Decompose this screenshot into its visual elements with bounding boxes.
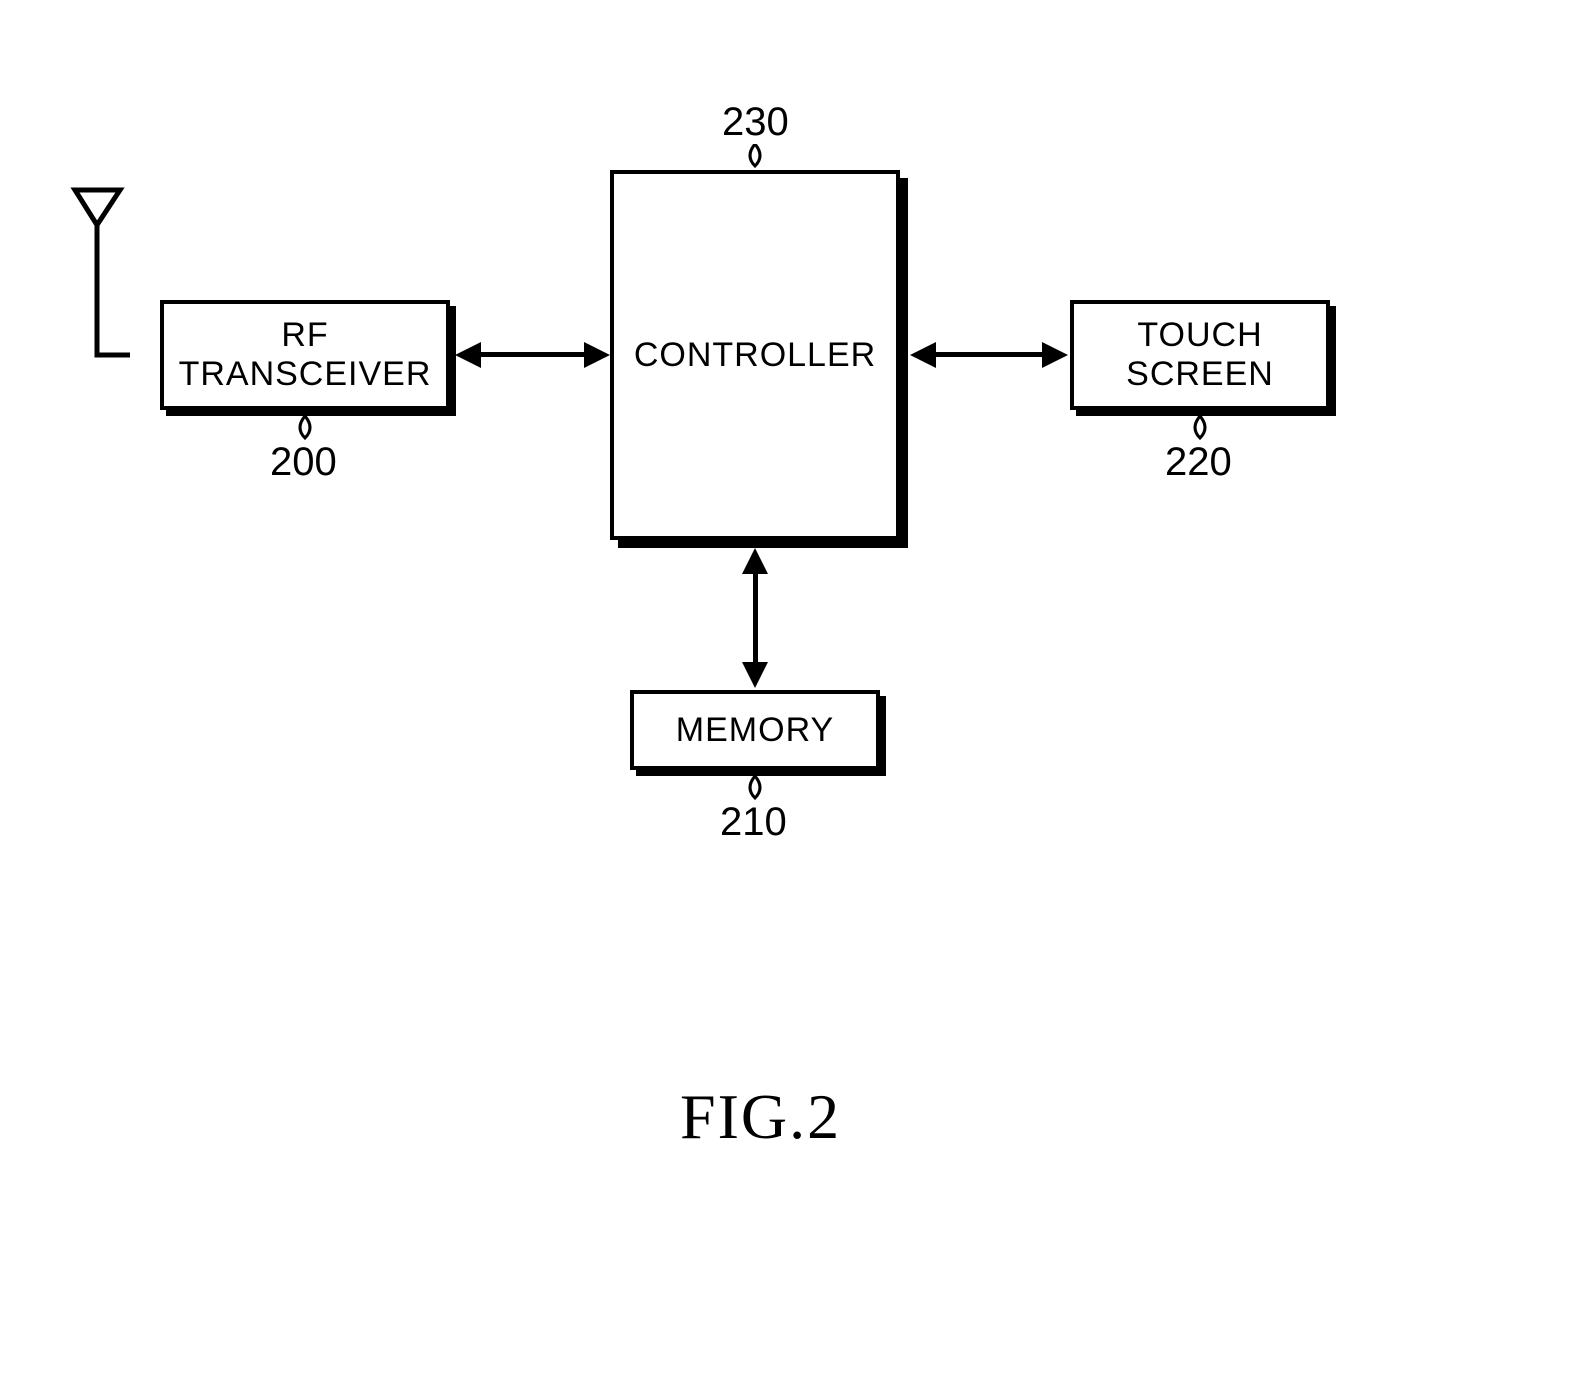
rf-transceiver-ref: 200 [270, 440, 337, 485]
controller-ref: 230 [722, 100, 789, 145]
controller-ref-tick [740, 144, 770, 174]
controller-block: CONTROLLER [610, 170, 900, 540]
controller-label: CONTROLLER [634, 336, 876, 375]
memory-label: MEMORY [676, 711, 834, 750]
memory-block: MEMORY [630, 690, 880, 770]
touch-screen-label-2: SCREEN [1126, 355, 1274, 394]
rf-transceiver-label-2: TRANSCEIVER [179, 355, 432, 394]
touch-screen-label-1: TOUCH [1137, 316, 1262, 355]
rf-transceiver-label-1: RF [281, 316, 328, 355]
antenna-icon [70, 185, 130, 365]
figure-caption: FIG.2 [680, 1080, 841, 1154]
touch-screen-ref: 220 [1165, 440, 1232, 485]
touch-screen-block: TOUCH SCREEN [1070, 300, 1330, 410]
rf-transceiver-block: RF TRANSCEIVER [160, 300, 450, 410]
memory-ref: 210 [720, 800, 787, 845]
block-diagram: RF TRANSCEIVER 200 CONTROLLER 230 TOUCH … [110, 110, 1470, 1030]
